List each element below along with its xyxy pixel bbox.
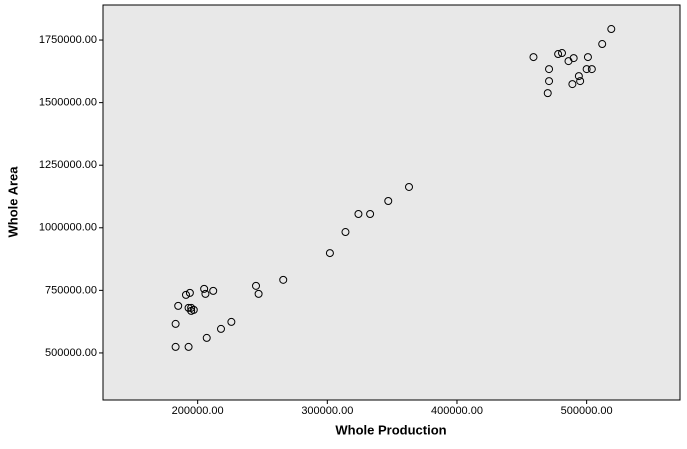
point [384, 196, 393, 205]
y-tick-label: 750000.00 [45, 284, 97, 296]
point [558, 49, 567, 58]
point [279, 275, 288, 284]
point [569, 54, 578, 63]
point [529, 53, 538, 62]
point [405, 182, 414, 191]
point [209, 286, 218, 295]
point [341, 228, 350, 237]
point [216, 324, 225, 333]
point [252, 281, 261, 290]
y-tick-label: 500000.00 [45, 347, 97, 359]
point [554, 50, 563, 59]
point [185, 288, 194, 297]
point [587, 65, 596, 74]
point [354, 210, 363, 219]
x-tick-label: 200000.00 [172, 405, 224, 417]
y-tick-label: 1000000.00 [39, 222, 97, 234]
point [201, 289, 210, 298]
point [174, 301, 183, 310]
x-tick-label: 500000.00 [561, 405, 613, 417]
point [254, 289, 263, 298]
point [171, 342, 180, 351]
point [607, 25, 616, 34]
point [202, 333, 211, 342]
x-tick-label: 400000.00 [431, 405, 483, 417]
y-tick-label: 1250000.00 [39, 159, 97, 171]
point [181, 290, 190, 299]
point [187, 303, 196, 312]
point [325, 249, 334, 258]
point [574, 72, 583, 81]
point [184, 342, 193, 351]
point [366, 210, 375, 219]
point [171, 319, 180, 328]
point [227, 317, 236, 326]
y-tick-label: 1750000.00 [39, 34, 97, 46]
point [582, 65, 591, 74]
y-axis-title: Whole Area [5, 166, 20, 238]
point [543, 89, 552, 98]
point [545, 65, 554, 74]
y-tick-label: 1500000.00 [39, 97, 97, 109]
point [598, 40, 607, 49]
x-axis-title: Whole Production [335, 422, 446, 437]
point [568, 80, 577, 89]
x-tick-label: 300000.00 [301, 405, 353, 417]
point [200, 284, 209, 293]
point [583, 53, 592, 62]
point [576, 77, 585, 86]
point [189, 305, 198, 314]
point [545, 77, 554, 86]
